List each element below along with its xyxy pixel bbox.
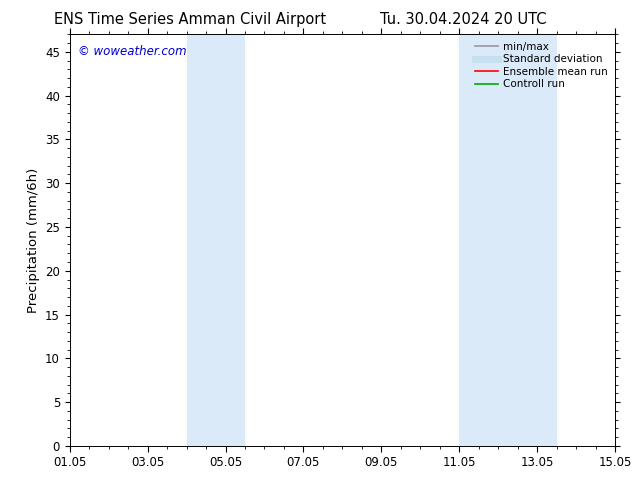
Bar bbox=[186, 34, 245, 446]
Text: © woweather.com: © woweather.com bbox=[78, 45, 186, 58]
Y-axis label: Precipitation (mm/6h): Precipitation (mm/6h) bbox=[27, 168, 39, 313]
Text: Tu. 30.04.2024 20 UTC: Tu. 30.04.2024 20 UTC bbox=[380, 12, 546, 27]
Text: ENS Time Series Amman Civil Airport: ENS Time Series Amman Civil Airport bbox=[54, 12, 327, 27]
Bar bbox=[459, 34, 557, 446]
Legend: min/max, Standard deviation, Ensemble mean run, Controll run: min/max, Standard deviation, Ensemble me… bbox=[473, 40, 610, 92]
